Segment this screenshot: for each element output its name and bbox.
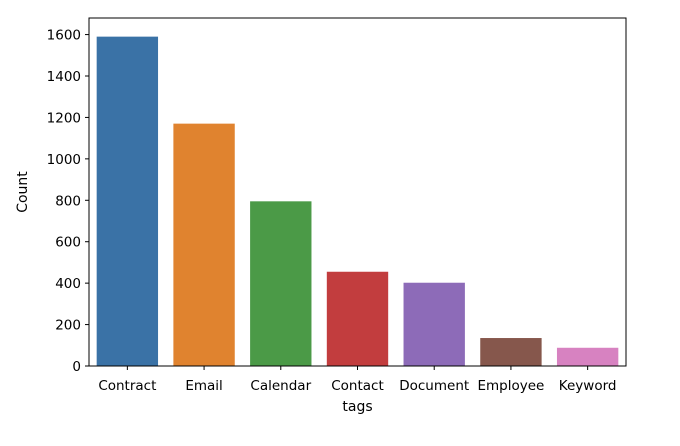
x-tick-label: Document [399, 378, 469, 394]
x-tick-label: Email [185, 378, 222, 394]
x-tick-label: Employee [477, 378, 544, 394]
y-tick-label: 200 [55, 318, 81, 334]
bar-email [173, 123, 235, 367]
bar-document [403, 282, 465, 366]
y-tick-label: 1400 [47, 69, 81, 85]
y-tick-label: 1000 [47, 152, 81, 168]
bar-employee [480, 338, 542, 366]
y-tick-label: 0 [72, 359, 81, 375]
y-axis-label: Count [15, 171, 31, 213]
bar-contract [96, 36, 159, 367]
y-tick-label: 1200 [47, 110, 81, 126]
bar-contact [326, 271, 389, 366]
x-tick-label: Contact [331, 378, 384, 394]
bars-group [96, 36, 619, 367]
bar-calendar [250, 201, 312, 366]
x-axis: Contract Email Calendar Contact Document Empl… [98, 366, 616, 394]
x-tick-label: Contract [98, 378, 156, 394]
y-tick-label: 1600 [47, 28, 81, 44]
y-tick-label: 800 [55, 193, 81, 209]
y-tick-label: 600 [55, 235, 81, 251]
y-axis: 0 200 400 600 800 1000 1200 1400 1600 [47, 28, 89, 375]
x-tick-label: Calendar [250, 378, 311, 394]
y-tick-label: 400 [55, 276, 81, 292]
x-axis-label: tags [342, 399, 372, 415]
x-tick-label: Keyword [559, 378, 617, 394]
bar-keyword [556, 347, 619, 366]
